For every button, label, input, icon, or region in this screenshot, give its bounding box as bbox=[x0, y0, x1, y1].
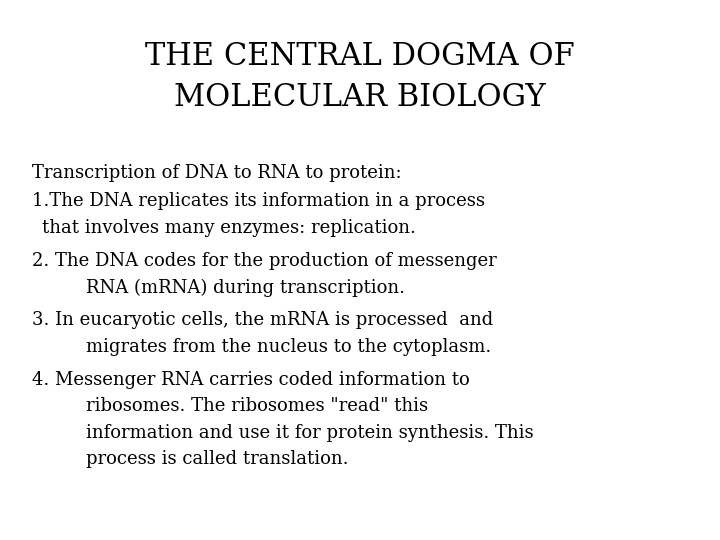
Text: migrates from the nucleus to the cytoplasm.: migrates from the nucleus to the cytopla… bbox=[86, 338, 492, 356]
Text: information and use it for protein synthesis. This: information and use it for protein synth… bbox=[86, 423, 534, 442]
Text: MOLECULAR BIOLOGY: MOLECULAR BIOLOGY bbox=[174, 82, 546, 113]
Text: 2. The DNA codes for the production of messenger: 2. The DNA codes for the production of m… bbox=[32, 252, 497, 271]
Text: Transcription of DNA to RNA to protein:: Transcription of DNA to RNA to protein: bbox=[32, 164, 402, 182]
Text: 4. Messenger RNA carries coded information to: 4. Messenger RNA carries coded informati… bbox=[32, 370, 470, 389]
Text: process is called translation.: process is called translation. bbox=[86, 450, 349, 468]
Text: THE CENTRAL DOGMA OF: THE CENTRAL DOGMA OF bbox=[145, 41, 575, 72]
Text: RNA (mRNA) during transcription.: RNA (mRNA) during transcription. bbox=[86, 279, 405, 297]
Text: that involves many enzymes: replication.: that involves many enzymes: replication. bbox=[42, 219, 415, 237]
Text: ribosomes. The ribosomes "read" this: ribosomes. The ribosomes "read" this bbox=[86, 397, 428, 415]
Text: 1.The DNA replicates its information in a process: 1.The DNA replicates its information in … bbox=[32, 192, 485, 211]
Text: 3. In eucaryotic cells, the mRNA is processed  and: 3. In eucaryotic cells, the mRNA is proc… bbox=[32, 311, 494, 329]
